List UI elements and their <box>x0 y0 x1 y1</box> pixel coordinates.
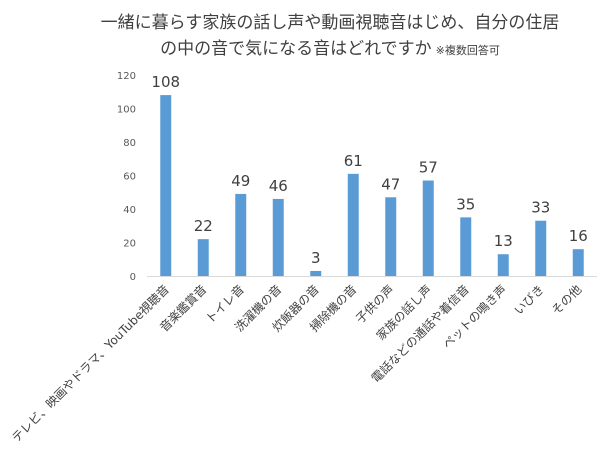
data-label: 108 <box>151 73 180 91</box>
data-label: 3 <box>311 249 321 267</box>
chart-title: 一緒に暮らす家族の話し声や動画視聴音はじめ、自分の住居 の中の音で気になる音はど… <box>80 10 580 64</box>
x-tick-label: いびき <box>512 282 547 317</box>
bar <box>385 197 397 276</box>
data-label: 22 <box>194 217 213 235</box>
chart-title-line-2-text: の中の音で気になる音はどれですか <box>160 39 432 59</box>
chart-title-line-1: 一緒に暮らす家族の話し声や動画視聴音はじめ、自分の住居 <box>100 13 560 33</box>
data-label: 61 <box>344 152 363 170</box>
data-label: 13 <box>494 232 513 250</box>
y-tick-label: 120 <box>117 71 136 82</box>
data-label: 47 <box>381 175 400 193</box>
bar <box>347 173 359 276</box>
chart-title-line-2: の中の音で気になる音はどれですか ※複数回答可 <box>80 36 580 64</box>
y-tick-label: 100 <box>117 105 136 116</box>
bar <box>460 217 472 276</box>
data-label: 35 <box>456 195 475 213</box>
data-label: 49 <box>231 172 250 190</box>
y-tick-label: 0 <box>130 272 136 283</box>
y-tick-label: 80 <box>123 138 136 149</box>
data-label: 46 <box>269 177 288 195</box>
y-tick-label: 40 <box>123 205 136 216</box>
bar <box>497 254 509 276</box>
bar <box>235 193 247 276</box>
y-tick-label: 20 <box>123 239 136 250</box>
bar <box>422 180 434 276</box>
data-label: 16 <box>569 227 588 245</box>
bar <box>197 239 209 276</box>
data-label: 33 <box>531 199 550 217</box>
bar <box>535 220 547 276</box>
bar <box>310 270 322 276</box>
x-tick-label: テレビ、映画やドラマ、YouTube視聴音 <box>8 282 171 445</box>
bar <box>160 95 172 276</box>
bar <box>272 198 284 276</box>
chart-title-note: ※複数回答可 <box>435 44 500 57</box>
y-tick-label: 60 <box>123 172 136 183</box>
bar <box>572 249 584 276</box>
data-label: 57 <box>419 159 438 177</box>
x-tick-label: その他 <box>549 282 584 317</box>
